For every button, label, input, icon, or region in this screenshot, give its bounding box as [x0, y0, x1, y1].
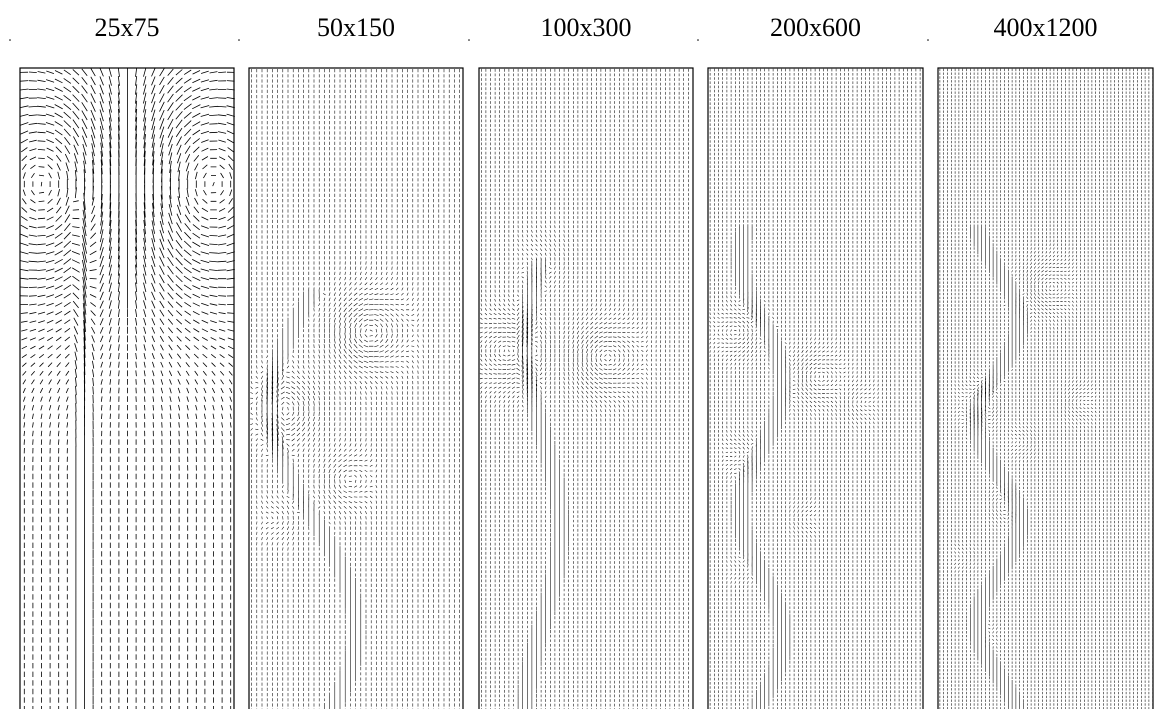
- dot: [697, 39, 699, 41]
- dot: [927, 39, 929, 41]
- panel-label: 50x150: [317, 13, 395, 42]
- background: [0, 0, 1166, 709]
- panel-label: 100x300: [541, 13, 632, 42]
- panel-label: 25x75: [95, 13, 160, 42]
- figure: 25x75 50x150 100x300 200x600 400x1200: [0, 0, 1166, 709]
- panel-label: 400x1200: [994, 13, 1098, 42]
- dot: [468, 39, 470, 41]
- dot: [238, 39, 240, 41]
- dot: [9, 39, 11, 41]
- panel-label: 200x600: [770, 13, 861, 42]
